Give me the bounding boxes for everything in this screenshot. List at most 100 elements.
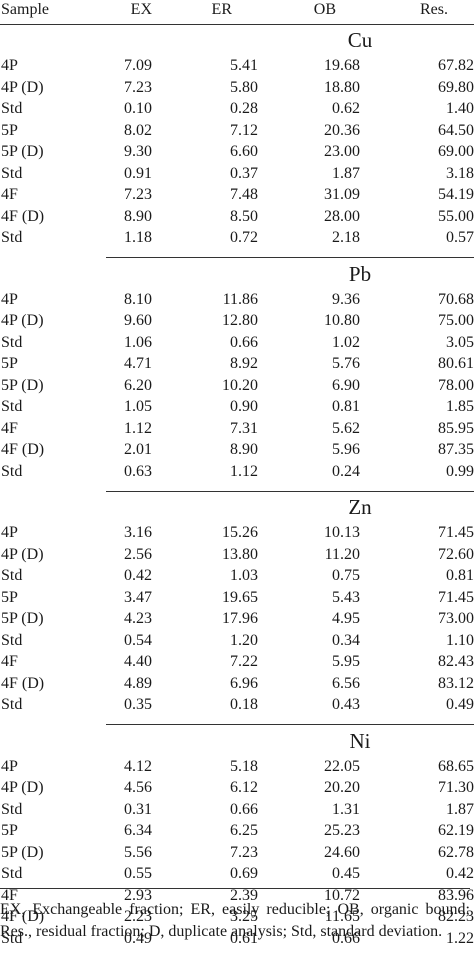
table-row: 5P 8.02 7.12 20.36 64.50 [0, 120, 474, 142]
table-row: 4P 7.09 5.41 19.68 67.82 [0, 55, 474, 77]
table-row: Std 0.49 0.61 0.66 1.22 [0, 928, 474, 950]
ob-cell: 10.13 [324, 524, 360, 541]
ob-cell: 24.60 [324, 843, 360, 861]
section-title: Ni [349, 728, 371, 753]
section-title: Pb [348, 261, 372, 286]
section-divider [0, 482, 474, 492]
res-cell: 0.42 [446, 865, 474, 882]
res-cell: 78.00 [438, 376, 474, 394]
er-cell: 8.50 [230, 207, 258, 225]
sample-cell: 5P [1, 822, 18, 839]
sample-cell: 4F [1, 886, 18, 904]
sample-cell: 4F [1, 653, 18, 670]
res-cell: 55.00 [438, 207, 474, 225]
res-cell: 71.45 [438, 524, 474, 541]
res-cell: 62.19 [438, 822, 474, 839]
ex-cell: 4.56 [124, 779, 152, 796]
ob-cell: 28.00 [324, 207, 360, 225]
ex-cell: 1.12 [124, 419, 152, 437]
er-cell: 0.28 [230, 100, 258, 117]
sample-cell: Std [1, 164, 23, 182]
table-row: Std 1.06 0.66 1.02 3.05 [0, 332, 474, 354]
ex-cell: 4.12 [124, 757, 152, 775]
section-title-row: Zn [0, 492, 474, 522]
er-cell: 6.60 [230, 143, 258, 160]
ex-cell: 3.16 [124, 524, 152, 541]
ob-cell: 5.95 [332, 653, 360, 670]
res-cell: 69.00 [438, 143, 474, 160]
er-cell: 7.23 [230, 843, 258, 861]
er-cell: 8.90 [230, 441, 258, 458]
ex-cell: 4.40 [124, 653, 152, 670]
table-row: 4F (D) 4.89 6.96 6.56 83.12 [0, 673, 474, 695]
ob-cell: 0.62 [332, 100, 360, 117]
res-cell: 85.95 [438, 419, 474, 437]
table-row: 5P (D) 6.20 10.20 6.90 78.00 [0, 375, 474, 397]
section-title: Cu [347, 28, 373, 52]
sample-cell: Std [1, 696, 23, 713]
ob-cell: 5.62 [332, 419, 360, 437]
res-cell: 1.10 [446, 631, 474, 649]
ob-cell: 23.00 [324, 143, 360, 160]
ob-cell: 19.68 [324, 57, 360, 74]
ex-cell: 0.54 [124, 631, 152, 649]
ob-cell: 4.95 [332, 610, 360, 627]
er-cell: 7.12 [230, 121, 258, 139]
res-cell: 83.96 [438, 886, 474, 904]
table-row: 4P (D) 9.60 12.80 10.80 75.00 [0, 310, 474, 332]
ob-cell: 0.45 [332, 865, 360, 882]
res-cell: 3.05 [446, 333, 474, 351]
ex-cell: 6.34 [124, 822, 152, 839]
table-row: 4F (D) 2.01 8.90 5.96 87.35 [0, 439, 474, 461]
er-cell: 3.25 [230, 908, 258, 925]
er-cell: 1.20 [230, 631, 258, 649]
ex-cell: 8.02 [124, 121, 152, 139]
er-cell: 0.66 [230, 800, 258, 818]
res-cell: 1.87 [446, 800, 474, 818]
sample-cell: 4P [1, 57, 18, 74]
sample-cell: 4P (D) [1, 78, 44, 96]
er-cell: 11.86 [222, 290, 258, 308]
sample-cell: Std [1, 631, 23, 649]
sample-cell: Std [1, 398, 23, 415]
ob-cell: 10.72 [324, 886, 360, 904]
res-cell: 72.60 [438, 545, 474, 563]
res-cell: 73.00 [438, 610, 474, 627]
ex-cell: 7.23 [124, 78, 152, 96]
er-cell: 7.22 [230, 653, 258, 670]
ob-cell: 11.65 [324, 908, 360, 925]
res-cell: 67.82 [438, 57, 474, 74]
ob-cell: 2.18 [332, 229, 360, 246]
sample-cell: 5P (D) [1, 376, 44, 394]
res-cell: 0.49 [446, 696, 474, 713]
section-divider [0, 716, 474, 726]
sample-cell: 5P [1, 588, 18, 606]
table-row: 4P 4.12 5.18 22.05 68.65 [0, 756, 474, 778]
ob-cell: 18.80 [324, 78, 360, 96]
header-er: ER [211, 1, 232, 18]
er-cell: 5.41 [230, 57, 258, 74]
sample-cell: 4P [1, 524, 18, 541]
table-row: 5P 4.71 8.92 5.76 80.61 [0, 353, 474, 375]
res-cell: 71.30 [438, 779, 474, 796]
ob-cell: 0.66 [332, 929, 360, 947]
table-body: Cu 4P 7.09 5.41 19.68 67.82 4P (D) 7.23 5.80 18.8… [0, 25, 474, 950]
sample-cell: 5P [1, 355, 18, 372]
table-row: 5P (D) 9.30 6.60 23.00 69.00 [0, 141, 474, 163]
sample-cell: Std [1, 100, 23, 117]
ex-cell: 2.93 [124, 886, 152, 904]
table-row: Std 0.91 0.37 1.87 3.18 [0, 163, 474, 185]
res-cell: 1.22 [446, 929, 474, 947]
er-cell: 0.72 [230, 229, 258, 246]
ob-cell: 5.43 [332, 588, 360, 606]
ex-cell: 0.35 [124, 696, 152, 713]
res-cell: 1.85 [446, 398, 474, 415]
ob-cell: 0.81 [332, 398, 360, 415]
ex-cell: 6.20 [124, 376, 152, 394]
res-cell: 83.12 [438, 674, 474, 692]
ex-cell: 1.06 [124, 333, 152, 351]
sample-cell: 5P [1, 121, 18, 139]
header-sample: Sample [1, 1, 49, 18]
ex-cell: 1.18 [124, 229, 152, 246]
section-divider [0, 249, 474, 259]
